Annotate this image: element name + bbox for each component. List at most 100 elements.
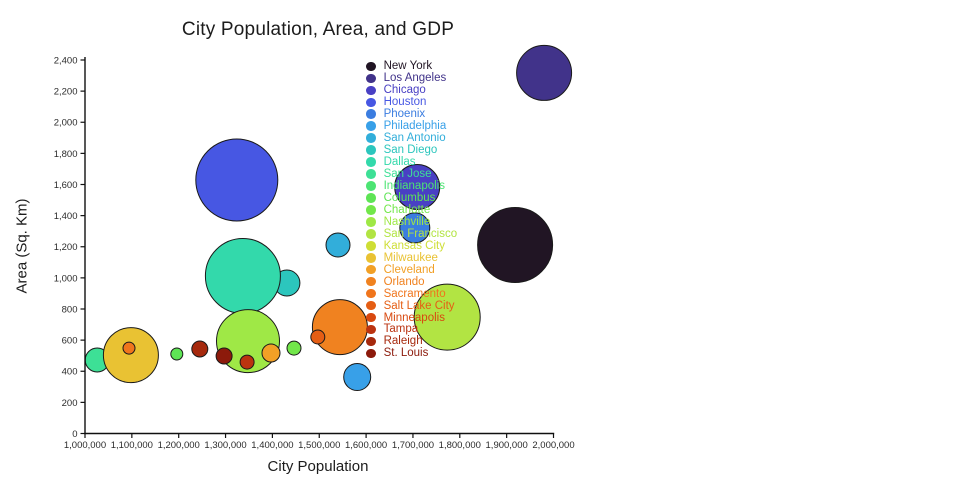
legend-item-san-jose: San Jose (366, 168, 457, 180)
legend-swatch-icon (366, 264, 376, 275)
x-tick-label: 1,900,000 (486, 440, 528, 451)
legend-label: San Jose (383, 168, 432, 181)
legend-swatch-icon (366, 121, 376, 132)
bubble-philadelphia (343, 363, 372, 391)
bubble-orlando (311, 299, 368, 356)
legend: New York Los Angeles Chicago Houston Phoenix… (366, 60, 457, 359)
bubble-los-angeles (516, 44, 573, 101)
legend-swatch-icon (366, 145, 376, 155)
legend-label: San Antonio (383, 132, 446, 145)
y-axis-label: Area (Sq. Km) (13, 198, 31, 294)
legend-label: Sacramento (383, 287, 446, 300)
legend-swatch-icon (366, 181, 376, 191)
x-tick-label: 1,400,000 (251, 440, 293, 451)
legend-swatch-icon (366, 276, 376, 287)
y-tick-label: 1,800 (54, 149, 78, 160)
bubble-san-francisco (413, 283, 481, 351)
x-tick-label: 1,200,000 (158, 440, 200, 451)
legend-label: Raleigh (383, 335, 423, 348)
x-tick-label: 1,100,000 (111, 440, 153, 451)
legend-label: Columbus (383, 191, 436, 204)
y-tick-label: 2,400 (54, 55, 78, 66)
legend-item-columbus: Columbus (366, 192, 457, 204)
legend-label: Tampa (383, 323, 419, 336)
y-tick-label: 600 (62, 336, 78, 347)
legend-item-charlotte: Charlotte (366, 204, 457, 216)
legend-item-sacramento: Sacramento (366, 288, 457, 300)
legend-item-philadelphia: Philadelphia (366, 120, 457, 132)
bubble-houston (195, 138, 279, 222)
legend-swatch-icon (366, 133, 376, 143)
bubble-san-antonio (325, 232, 351, 258)
legend-swatch-icon (366, 97, 376, 108)
legend-label: Dallas (383, 156, 416, 169)
legend-item-los-angeles: Los Angeles (366, 72, 457, 84)
legend-item-san-francisco: San Francisco (366, 228, 457, 240)
legend-label: San Francisco (383, 227, 458, 240)
legend-label: Los Angeles (383, 72, 447, 85)
bubble-phoenix (399, 212, 431, 244)
legend-label: Cleveland (383, 263, 435, 276)
x-tick-label: 1,600,000 (345, 440, 387, 451)
legend-label: San Diego (383, 144, 438, 157)
legend-label: Nashville (383, 215, 431, 228)
legend-item-kansas-city: Kansas City (366, 240, 457, 252)
legend-swatch-icon (366, 300, 376, 311)
bubble-charlotte (286, 340, 302, 356)
legend-item-salt-lake-city: Salt Lake City (366, 300, 457, 312)
legend-swatch-icon (366, 61, 376, 72)
y-tick-label: 1,000 (54, 273, 78, 284)
bubble-columbus (170, 347, 184, 361)
legend-swatch-icon (366, 205, 376, 215)
legend-swatch-icon (366, 73, 376, 84)
legend-label: Chicago (383, 84, 426, 97)
legend-swatch-icon (366, 312, 376, 323)
y-tick-label: 2,000 (54, 118, 78, 129)
bubble-dallas (204, 238, 281, 314)
legend-item-st-louis: St. Louis (366, 347, 457, 359)
legend-item-san-antonio: San Antonio (366, 132, 457, 144)
legend-label: Philadelphia (383, 120, 447, 133)
legend-swatch-icon (366, 240, 376, 251)
legend-swatch-icon (366, 252, 376, 263)
legend-item-phoenix: Phoenix (366, 108, 457, 120)
y-tick-label: 200 (62, 398, 78, 409)
y-tick-label: 1,600 (54, 180, 78, 191)
legend-swatch-icon (366, 193, 376, 203)
legend-item-tampa: Tampa (366, 323, 457, 335)
legend-item-raleigh: Raleigh (366, 335, 457, 347)
legend-swatch-icon (366, 288, 376, 299)
x-tick-label: 1,700,000 (392, 440, 434, 451)
y-tick-label: 0 (72, 429, 77, 440)
y-tick-label: 1,400 (54, 211, 78, 222)
legend-swatch-icon (366, 157, 376, 167)
legend-swatch-icon (366, 217, 376, 227)
bubble-new-york (477, 207, 554, 283)
legend-swatch-icon (366, 169, 376, 179)
x-tick-label: 2,000,000 (532, 440, 574, 451)
y-tick-label: 1,200 (54, 242, 78, 253)
x-axis-label: City Population (267, 458, 369, 475)
legend-swatch-icon (366, 109, 376, 120)
legend-item-san-diego: San Diego (366, 144, 457, 156)
legend-item-chicago: Chicago (366, 84, 457, 96)
bubble-chicago (394, 164, 441, 210)
legend-item-orlando: Orlando (366, 276, 457, 288)
legend-label: Orlando (383, 275, 425, 288)
y-tick-label: 2,200 (54, 87, 78, 98)
bubble-st-louis (215, 347, 233, 365)
y-tick-label: 800 (62, 304, 78, 315)
legend-item-milwaukee: Milwaukee (366, 252, 457, 264)
legend-item-cleveland: Cleveland (366, 264, 457, 276)
x-tick-label: 1,500,000 (298, 440, 340, 451)
legend-swatch-icon (366, 229, 376, 239)
bubble-salt-lake-city (310, 329, 326, 345)
x-tick-label: 1,000,000 (64, 440, 106, 451)
y-tick-label: 400 (62, 367, 78, 378)
legend-label: New York (383, 60, 433, 73)
legend-label: Houston (383, 96, 427, 109)
legend-item-new-york: New York (366, 60, 457, 73)
legend-label: Milwaukee (383, 251, 438, 264)
